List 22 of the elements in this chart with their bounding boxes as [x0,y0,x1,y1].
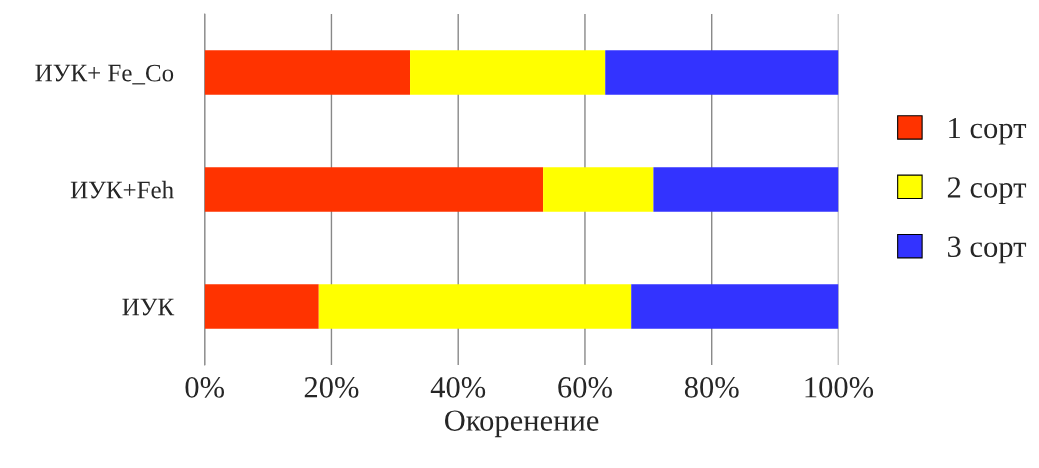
y-tick-label: ИУК [122,298,175,316]
y-tick-label: ИУК+Feh [70,180,174,199]
bar [204,284,319,329]
bar [204,50,411,95]
x-tick-label: 40% [430,377,486,398]
x-tick-label: 80% [684,377,739,398]
bar [631,284,839,329]
x-tick-label: 100% [805,377,874,398]
bar [653,167,839,212]
bar [543,167,654,212]
x-tick-label: 0% [185,377,225,398]
x-tick-label: 60% [558,377,612,398]
bar [318,284,632,329]
bar [410,50,606,95]
bar [605,50,839,95]
legend-label: 3 сорт [948,236,1027,264]
legend-label: 1 сорт [949,117,1027,145]
x-tick-label: 20% [304,377,359,398]
bar [204,167,544,212]
legend-label: 2 сорт [947,177,1027,204]
x-axis-title: Окоренение [445,410,599,438]
y-tick-label: ИУК+ Fe_Co [35,64,174,85]
